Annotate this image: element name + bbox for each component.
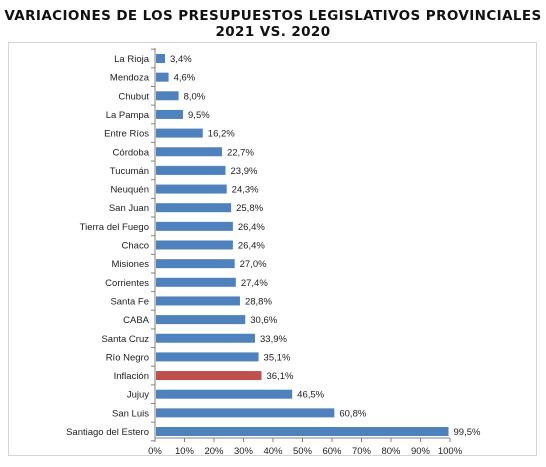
bar-1 xyxy=(156,72,169,82)
value-label: 36,1% xyxy=(266,371,293,382)
category-label: Santiago del Estero xyxy=(66,427,149,438)
bar-2 xyxy=(156,91,179,101)
value-label: 26,4% xyxy=(238,241,265,252)
value-label: 22,7% xyxy=(227,147,254,158)
bar-9 xyxy=(156,221,233,231)
value-label: 3,4% xyxy=(170,54,192,65)
chart-title-line-1: VARIACIONES DE LOS PRESUPUESTOS LEGISLAT… xyxy=(4,8,542,24)
category-label: Río Negro xyxy=(106,352,149,363)
x-tick-label: 90% xyxy=(411,446,431,457)
x-tick-label: 80% xyxy=(381,446,401,457)
category-label: Jujuy xyxy=(127,390,149,401)
category-label: Santa Cruz xyxy=(101,334,149,345)
value-label: 28,8% xyxy=(245,296,272,307)
bar-19 xyxy=(156,408,335,418)
bar-20 xyxy=(156,427,449,436)
axes-group: 0% 10% 20% 30% 40% 50% 60% 70% 80% 90% 100% xyxy=(148,48,463,457)
value-label: 46,5% xyxy=(297,390,324,401)
value-label: 9,5% xyxy=(188,110,210,121)
value-label: 33,9% xyxy=(260,334,287,345)
category-label: Santa Fe xyxy=(110,296,149,307)
bar-8 xyxy=(156,203,232,213)
bar-13 xyxy=(156,296,240,306)
category-label: Corrientes xyxy=(105,278,149,289)
category-labels-group: La Rioja Mendoza Chubut La Pampa Entre Ríos C… xyxy=(66,54,150,438)
category-label: Entre Ríos xyxy=(104,129,149,140)
category-label: La Rioja xyxy=(114,54,150,65)
category-label: San Luis xyxy=(112,408,149,419)
value-label: 8,0% xyxy=(184,91,206,102)
x-tick-label: 50% xyxy=(293,446,313,457)
bar-4 xyxy=(156,128,203,138)
category-label: Neuquén xyxy=(110,185,149,196)
x-tick-label: 60% xyxy=(322,446,342,457)
x-tick-label: 100% xyxy=(438,446,463,457)
value-label: 27,4% xyxy=(241,278,268,289)
category-label: Chubut xyxy=(118,91,149,102)
value-label: 60,8% xyxy=(339,408,366,419)
category-label: Mendoza xyxy=(110,73,150,84)
category-label: Tucumán xyxy=(110,166,149,177)
category-label: Misiones xyxy=(112,259,150,270)
value-label: 4,6% xyxy=(174,73,196,84)
x-tick-label: 20% xyxy=(204,446,224,457)
bar-10 xyxy=(156,240,233,250)
x-tick-label: 0% xyxy=(148,446,162,457)
value-label: 16,2% xyxy=(208,129,235,140)
bar-0 xyxy=(156,54,166,63)
x-tick-label: 40% xyxy=(263,446,283,457)
category-label: La Pampa xyxy=(106,110,150,121)
category-label: Inflación xyxy=(114,371,149,382)
chart-title-line-2: 2021 VS. 2020 xyxy=(215,24,331,40)
value-label: 26,4% xyxy=(238,222,265,233)
category-label: Tierra del Fuego xyxy=(80,222,149,233)
bar-14 xyxy=(156,315,246,325)
category-label: Córdoba xyxy=(113,147,150,158)
x-tick-label: 30% xyxy=(234,446,254,457)
bar-3 xyxy=(156,109,184,119)
value-label: 25,8% xyxy=(236,203,263,214)
bar-12 xyxy=(156,277,236,287)
value-label: 99,5% xyxy=(454,427,481,438)
bar-highlight-17 xyxy=(156,371,262,381)
value-label: 27,0% xyxy=(240,259,267,270)
x-tick-label: 10% xyxy=(175,446,195,457)
category-label: Chaco xyxy=(122,241,149,252)
bar-6 xyxy=(156,165,226,175)
bar-16 xyxy=(156,352,259,362)
value-labels-group: 3,4% 4,6% 8,0% 9,5% 16,2% 22,7% 23,9% 24,3% 25,8… xyxy=(170,54,481,438)
bar-7 xyxy=(156,184,227,194)
value-label: 30,6% xyxy=(250,315,277,326)
bars-group xyxy=(156,54,449,436)
value-label: 23,9% xyxy=(231,166,258,177)
bar-18 xyxy=(156,389,293,399)
bar-11 xyxy=(156,259,235,269)
category-label: CABA xyxy=(123,315,150,326)
bar-5 xyxy=(156,147,222,157)
bar-15 xyxy=(156,333,256,343)
x-tick-label: 70% xyxy=(352,446,372,457)
value-label: 24,3% xyxy=(232,185,259,196)
chart-frame xyxy=(8,42,537,456)
value-label: 35,1% xyxy=(264,352,291,363)
category-label: San Juan xyxy=(109,203,149,214)
